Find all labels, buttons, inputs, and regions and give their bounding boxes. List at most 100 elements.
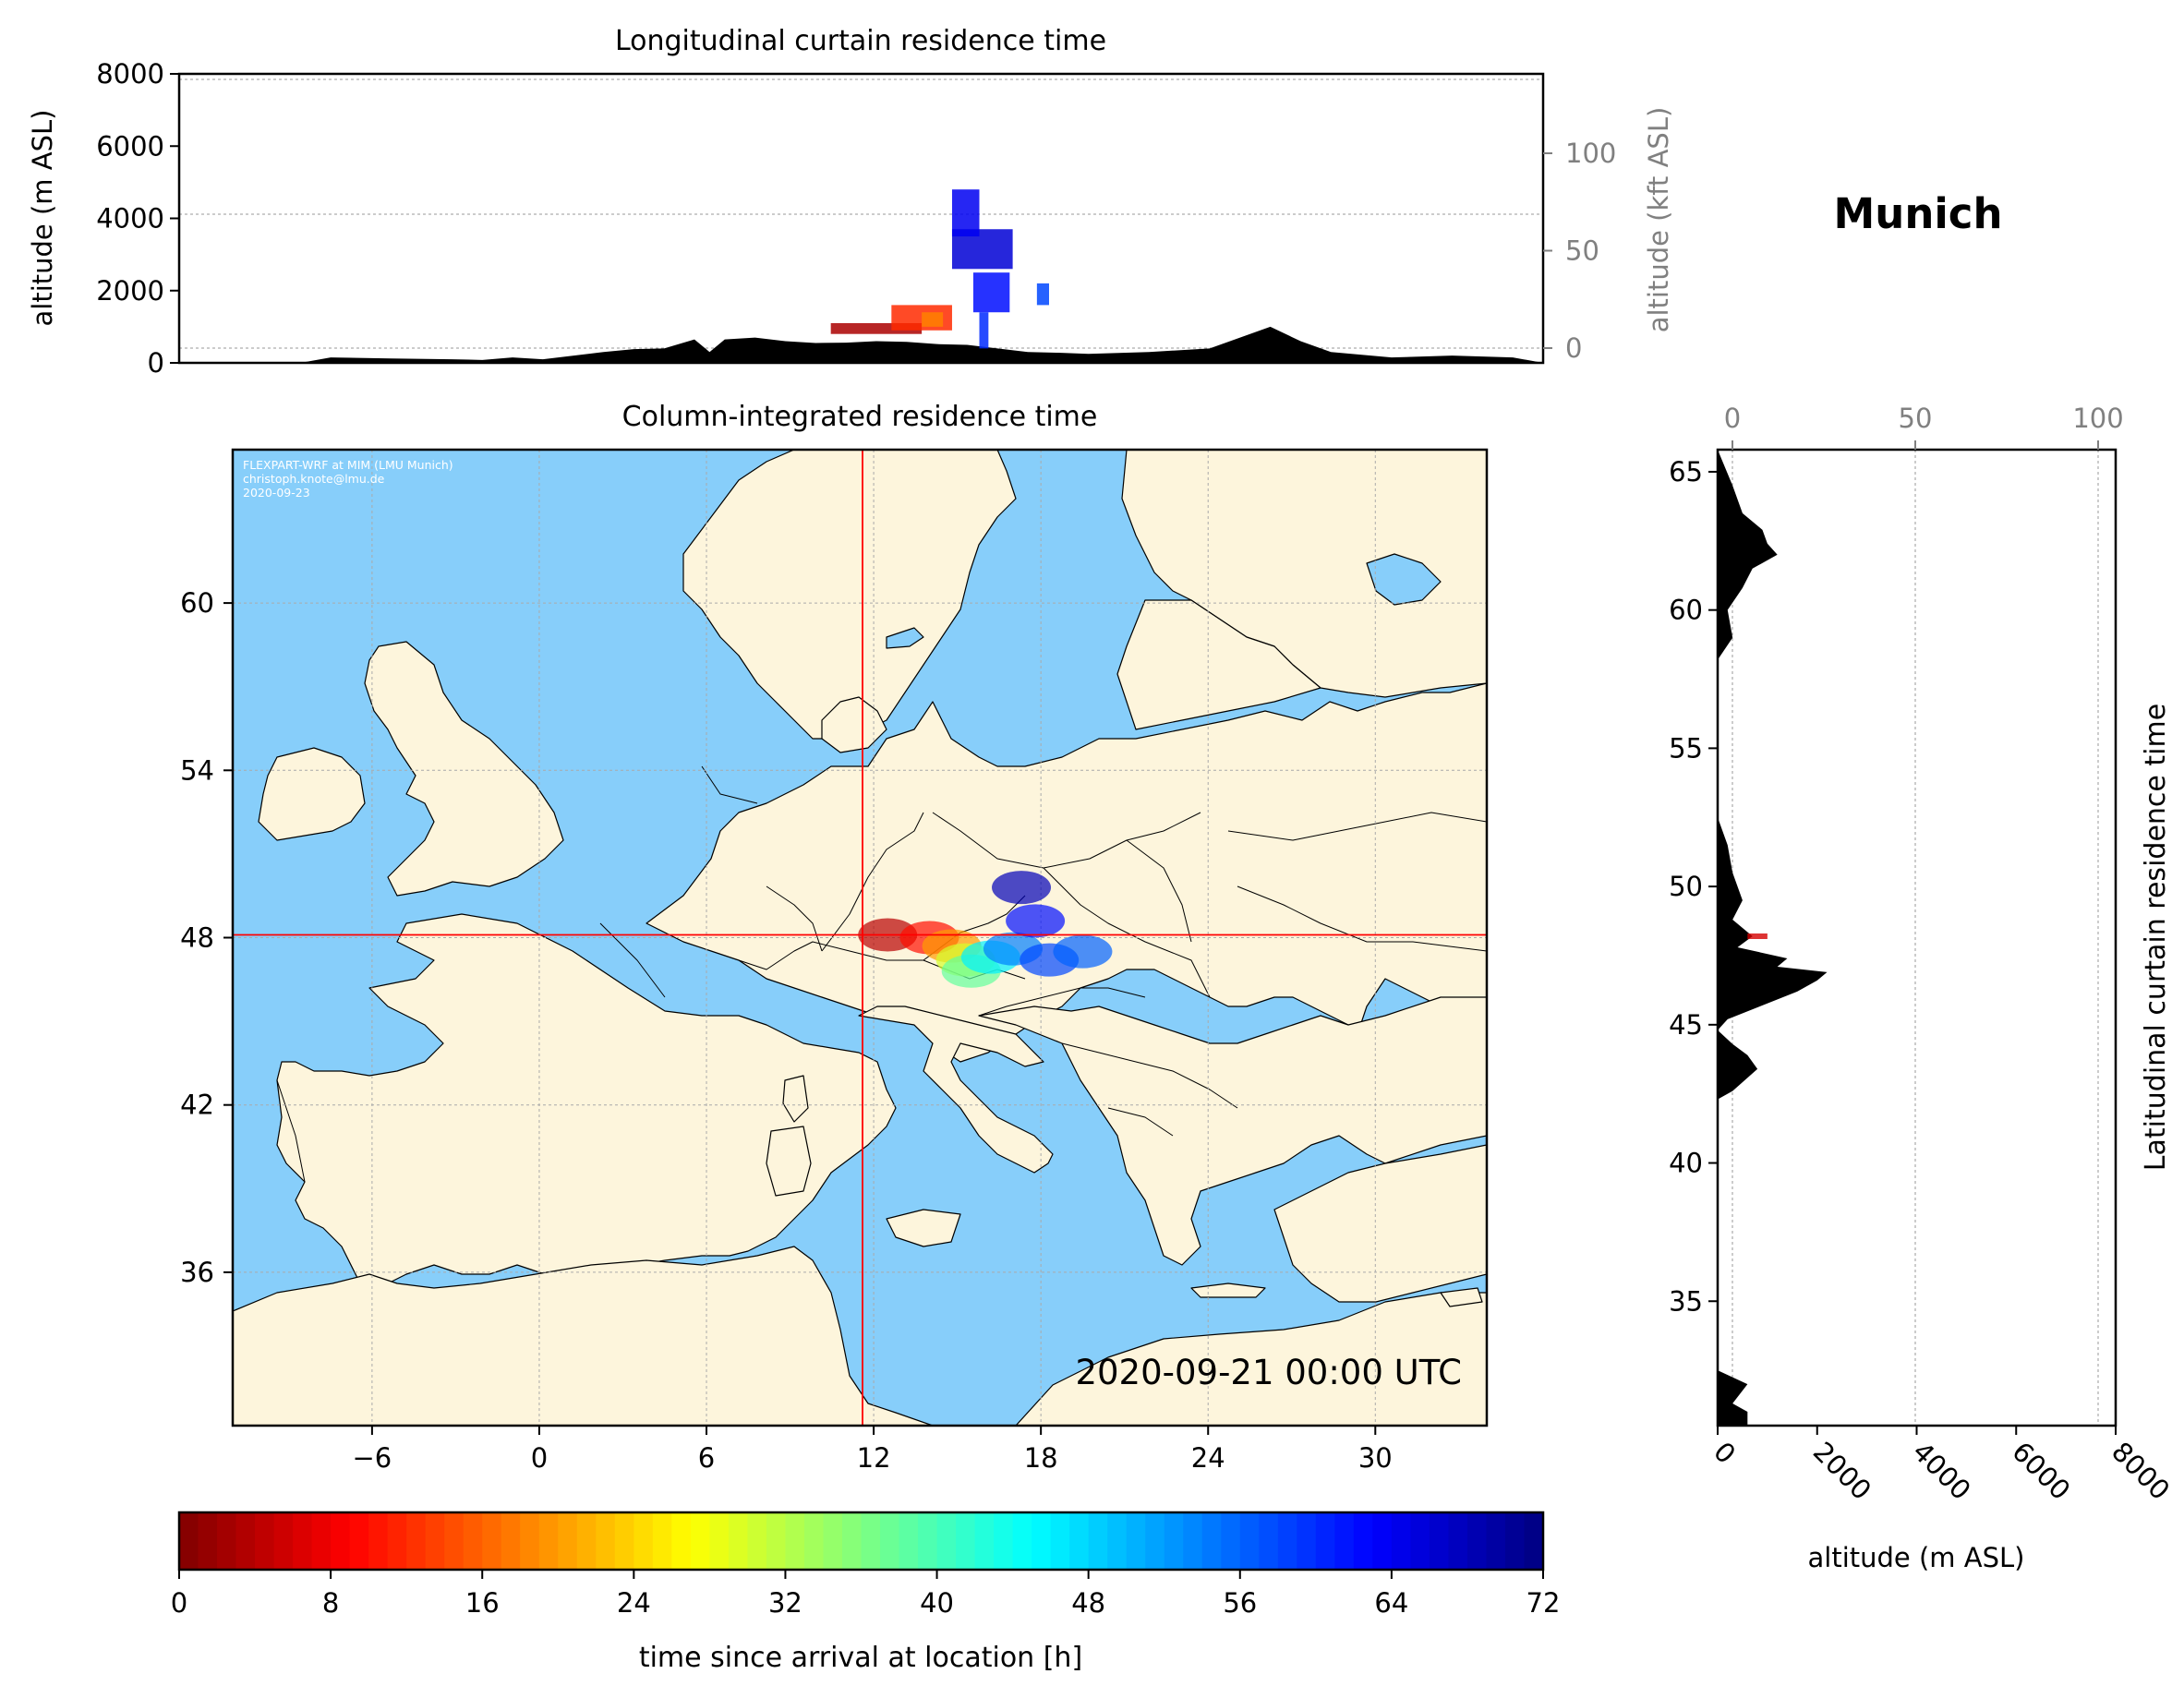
colorbar-block (1126, 1512, 1146, 1570)
map-panel-title: Column-integrated residence time (622, 401, 1098, 433)
colorbar-block (1391, 1512, 1412, 1570)
column-integrated-map-panel: Column-integrated residence time (180, 401, 1489, 1474)
colorbar-block (387, 1512, 407, 1570)
location-title: Munich (1833, 189, 2003, 238)
top-y-right-tick-label: 0 (1565, 332, 1582, 364)
map-x-tick-label: 0 (531, 1442, 548, 1474)
land-ireland (258, 747, 366, 841)
colorbar-frame (177, 1511, 1545, 1572)
colorbar-block (349, 1512, 369, 1570)
colorbar-block (974, 1512, 995, 1570)
map-y-tick-label: 60 (180, 587, 214, 619)
right-gridlines (1732, 450, 2099, 1426)
colorbar-block (785, 1512, 805, 1570)
top-y-tick-label: 4000 (96, 203, 164, 235)
colorbar-block (614, 1512, 634, 1570)
colorbar-block (235, 1512, 256, 1570)
right-x-top-tick-label: 50 (1899, 403, 1933, 434)
colorbar-block (1353, 1512, 1373, 1570)
colorbar-block (444, 1512, 465, 1570)
right-y-tick-label: 35 (1669, 1285, 1703, 1317)
colorbar-blocks (179, 1512, 1544, 1570)
right-terrain-layer (1718, 450, 1828, 1426)
colorbar-axis: 0 8 16 24 32 40 48 56 64 72 (171, 1570, 1560, 1619)
right-y-tick-label: 50 (1669, 871, 1703, 902)
credit-text: FLEXPART-WRF at MIM (LMU Munich) christop… (243, 458, 453, 500)
colorbar-block (1221, 1512, 1241, 1570)
colorbar-tick-label: 32 (768, 1587, 802, 1619)
right-y-tick-label: 60 (1669, 595, 1703, 626)
top-plume-cell (922, 312, 944, 327)
right-panel-title: Latitudinal curtain residence time (2140, 704, 2172, 1171)
colorbar-block (368, 1512, 389, 1570)
colorbar-tick-label: 0 (171, 1587, 187, 1619)
map-plume-layer (858, 871, 1113, 988)
top-plume-cell (830, 322, 923, 334)
colorbar-block (880, 1512, 900, 1570)
colorbar-block (1448, 1512, 1468, 1570)
map-y-tick-label: 42 (180, 1090, 214, 1121)
colorbar-tick-label: 8 (322, 1587, 339, 1619)
colorbar-block (1145, 1512, 1165, 1570)
colorbar-block (425, 1512, 445, 1570)
top-plot-frame (177, 72, 1545, 365)
top-y-axis-right: 0 50 100 (1543, 138, 1616, 364)
top-y-right-tick-label: 50 (1565, 235, 1599, 267)
colorbar-block (482, 1512, 502, 1570)
colorbar-block (936, 1512, 957, 1570)
right-x-tick-label: 2000 (1807, 1436, 1877, 1506)
colorbar-block (1201, 1512, 1222, 1570)
land-scandinavia (682, 450, 1017, 740)
colorbar-block (918, 1512, 938, 1570)
colorbar-tick-label: 16 (465, 1587, 500, 1619)
colorbar-block (273, 1512, 294, 1570)
credit-line-1: FLEXPART-WRF at MIM (LMU Munich) (243, 458, 453, 472)
colorbar-block (766, 1512, 787, 1570)
top-y-tick-label: 2000 (96, 275, 164, 307)
colorbar-block (1429, 1512, 1450, 1570)
colorbar-block (823, 1512, 843, 1570)
map-y-axis: 60 54 48 42 36 (180, 587, 233, 1288)
colorbar-block (1410, 1512, 1430, 1570)
colorbar-block (331, 1512, 351, 1570)
lake-ladoga (1366, 553, 1442, 606)
top-y-tick-label: 0 (148, 347, 164, 379)
top-y-axis-label: altitude (m ASL) (27, 110, 58, 327)
right-y-tick-label: 65 (1669, 456, 1703, 488)
map-y-tick-label: 54 (180, 754, 214, 786)
top-terrain-profile (179, 326, 1543, 363)
right-x-tick-label: 6000 (2006, 1436, 2076, 1506)
colorbar-block (406, 1512, 427, 1570)
right-x-axis: 0 2000 4000 6000 8000 (1707, 1426, 2176, 1506)
top-y-axis: 0 2000 4000 6000 8000 (96, 58, 179, 379)
colorbar-block (1524, 1512, 1544, 1570)
top-gridlines (179, 78, 1543, 349)
top-y-tick-label: 8000 (96, 58, 164, 90)
lake-vanern (886, 627, 924, 649)
right-plot-frame (1716, 448, 2118, 1427)
colorbar-block (1164, 1512, 1184, 1570)
top-plume-cell (979, 312, 989, 349)
land-north-africa (233, 1246, 934, 1426)
land-balkans-greece-turkey (978, 996, 1487, 1266)
colorbar-block (841, 1512, 863, 1570)
colorbar-block (1069, 1512, 1090, 1570)
timestamp-label: 2020-09-21 00:00 UTC (1075, 1353, 1462, 1392)
colorbar-block (217, 1512, 237, 1570)
right-x-axis-label: altitude (m ASL) (1808, 1542, 2025, 1573)
colorbar-block (576, 1512, 597, 1570)
colorbar-block (1012, 1512, 1032, 1570)
land-anatolia (1273, 1144, 1487, 1303)
colorbar-block (538, 1512, 559, 1570)
colorbar-block (179, 1512, 199, 1570)
map-plume-cell (992, 871, 1052, 905)
right-y-tick-label: 40 (1669, 1148, 1703, 1179)
top-plume-layer (830, 189, 1049, 349)
colorbar-block (1486, 1512, 1506, 1570)
right-y-tick-label: 45 (1669, 1009, 1703, 1041)
colorbar-block (994, 1512, 1014, 1570)
land-layer (233, 450, 1487, 1426)
colorbar-block (198, 1512, 218, 1570)
